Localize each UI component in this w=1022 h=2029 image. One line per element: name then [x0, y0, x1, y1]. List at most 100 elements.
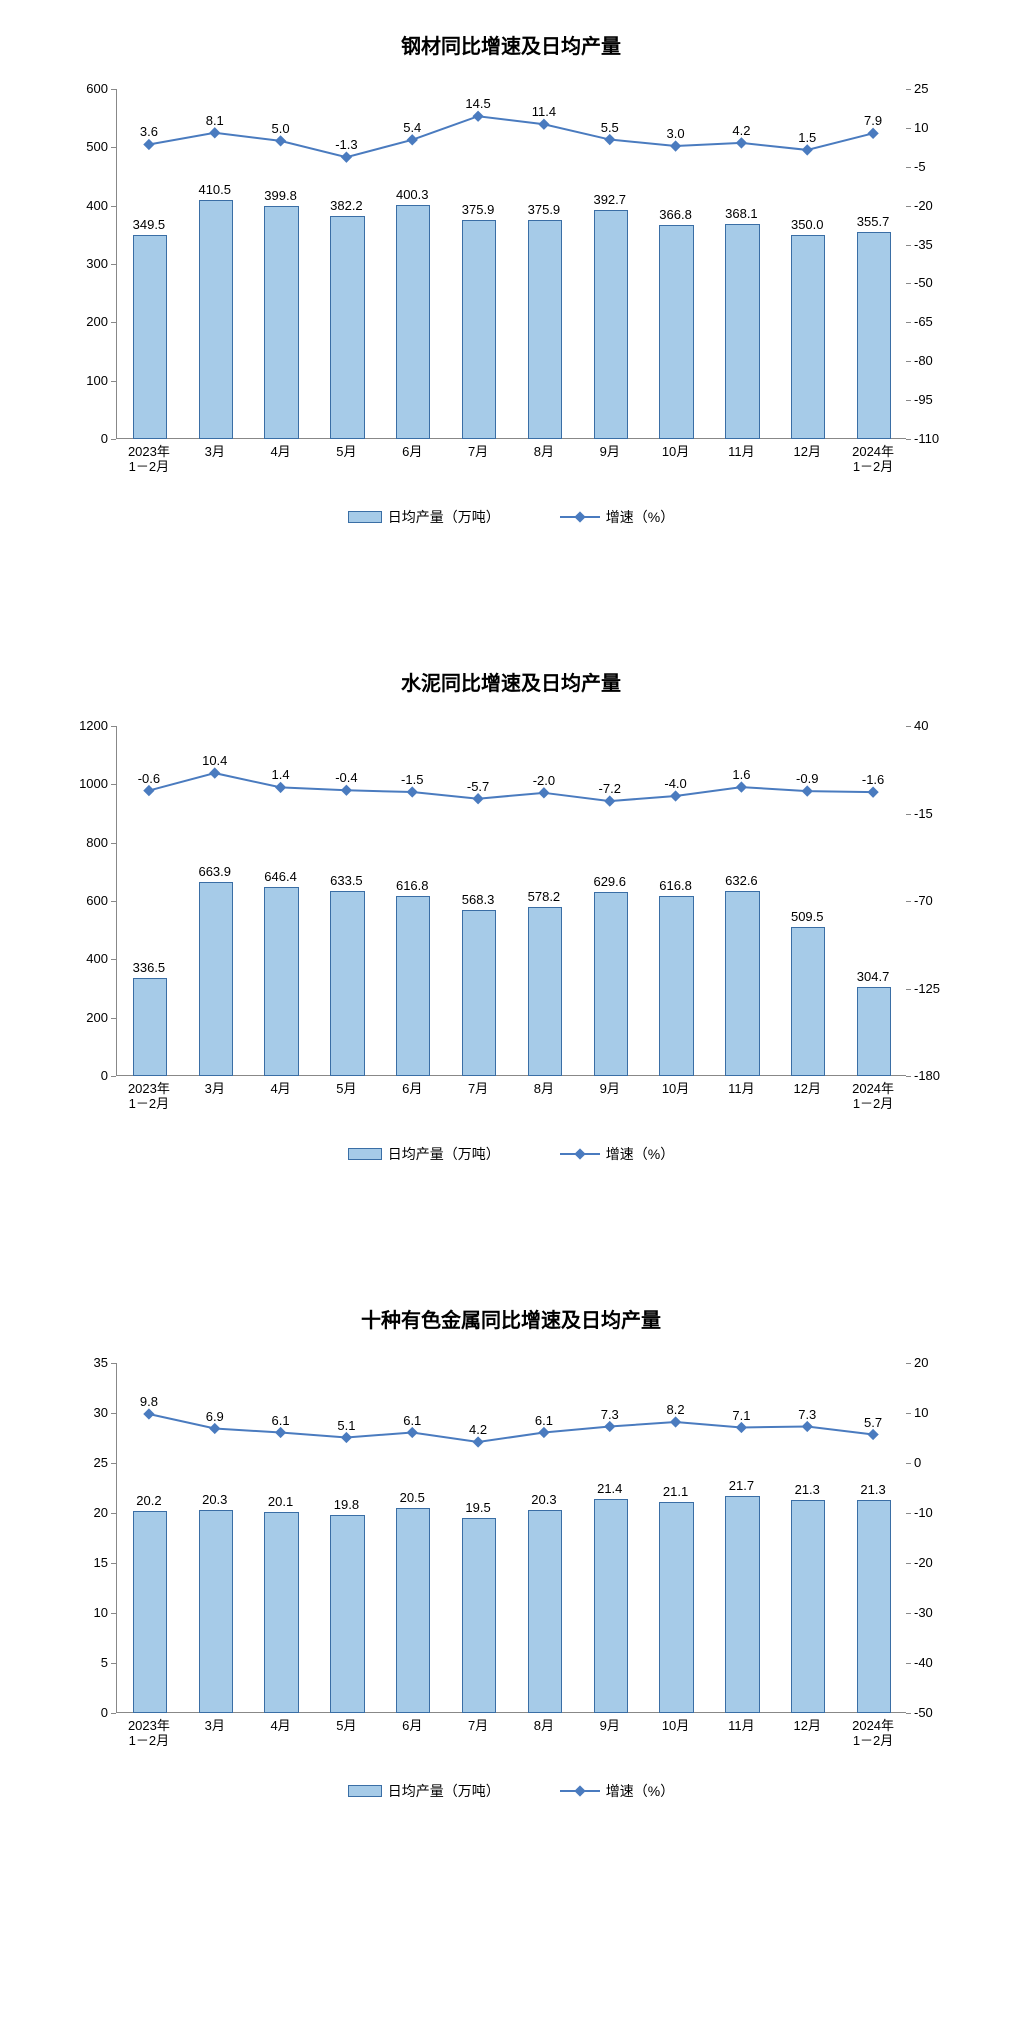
line-series — [116, 1363, 906, 1713]
y1-tick-label: 35 — [58, 1355, 108, 1370]
y2-tick-label: -30 — [914, 1605, 933, 1620]
x-category-label: 12月 — [774, 445, 840, 460]
legend-swatch-bar-icon — [348, 511, 382, 523]
y2-tick-label: -70 — [914, 893, 933, 908]
legend-item-line: 增速（%） — [560, 507, 674, 527]
y1-tick-label: 1200 — [58, 718, 108, 733]
legend-bar-label: 日均产量（万吨） — [388, 1781, 500, 1801]
y1-tick-label: 600 — [58, 81, 108, 96]
y2-tick-label: 25 — [914, 81, 928, 96]
y2-tick-label: -50 — [914, 1705, 933, 1720]
chart-title: 十种有色金属同比增速及日均产量 — [40, 1304, 982, 1333]
y2-tick-label: -10 — [914, 1505, 933, 1520]
x-category-label: 5月 — [314, 445, 380, 460]
y1-tick-label: 1000 — [58, 776, 108, 791]
legend-swatch-bar-icon — [348, 1148, 382, 1160]
chart-canvas: 0 100 200 300 400 500 600 -110 -95 -80 -65 -50 -35 -2… — [61, 79, 961, 499]
x-category-label: 6月 — [379, 1719, 445, 1734]
legend: 日均产量（万吨） 增速（%） — [40, 507, 982, 527]
x-category-label: 2024年 1－2月 — [840, 1719, 906, 1749]
legend-line-label: 增速（%） — [606, 1144, 674, 1164]
y2-tick-label: -125 — [914, 981, 940, 996]
y1-tick-label: 300 — [58, 256, 108, 271]
x-category-label: 2023年 1－2月 — [116, 1719, 182, 1749]
line-series — [116, 726, 906, 1076]
y2-tick-label: -110 — [914, 431, 939, 446]
x-category-label: 6月 — [379, 1082, 445, 1097]
x-category-label: 10月 — [643, 445, 709, 460]
x-category-label: 7月 — [445, 445, 511, 460]
legend-bar-label: 日均产量（万吨） — [388, 1144, 500, 1164]
y2-tick-label: -20 — [914, 1555, 933, 1570]
y1-tick-label: 200 — [58, 314, 108, 329]
legend: 日均产量（万吨） 增速（%） — [40, 1144, 982, 1164]
x-category-label: 3月 — [182, 1082, 248, 1097]
x-category-label: 2023年 1－2月 — [116, 445, 182, 475]
x-category-label: 11月 — [709, 1082, 775, 1097]
legend-item-bar: 日均产量（万吨） — [348, 1144, 500, 1164]
y1-tick-label: 10 — [58, 1605, 108, 1620]
x-category-label: 5月 — [314, 1082, 380, 1097]
x-category-label: 4月 — [248, 1719, 314, 1734]
chart-metals: 十种有色金属同比增速及日均产量05101520253035-50-40-30-2… — [40, 1304, 982, 1801]
x-category-label: 4月 — [248, 1082, 314, 1097]
legend-swatch-bar-icon — [348, 1785, 382, 1797]
y2-tick-label: -20 — [914, 198, 933, 213]
y2-tick-label: -80 — [914, 353, 933, 368]
x-category-label: 12月 — [774, 1719, 840, 1734]
legend-swatch-line-icon — [560, 1785, 600, 1797]
y2-tick-label: -95 — [914, 392, 933, 407]
y1-tick-label: 0 — [58, 431, 108, 446]
legend-bar-label: 日均产量（万吨） — [388, 507, 500, 527]
y2-tick-label: 0 — [914, 1455, 921, 1470]
y2-tick-label: -40 — [914, 1655, 933, 1670]
x-category-label: 9月 — [577, 1719, 643, 1734]
legend-line-label: 增速（%） — [606, 507, 674, 527]
line-series — [116, 89, 906, 439]
y1-tick-label: 0 — [58, 1705, 108, 1720]
chart-title: 水泥同比增速及日均产量 — [40, 667, 982, 696]
y1-tick-label: 200 — [58, 1010, 108, 1025]
y1-tick-label: 25 — [58, 1455, 108, 1470]
y2-tick-label: 40 — [914, 718, 928, 733]
x-category-label: 5月 — [314, 1719, 380, 1734]
x-category-label: 8月 — [511, 445, 577, 460]
x-category-label: 10月 — [643, 1719, 709, 1734]
y2-tick-label: -15 — [914, 806, 933, 821]
y2-tick-label: 20 — [914, 1355, 928, 1370]
y1-tick-label: 100 — [58, 373, 108, 388]
legend-swatch-line-icon — [560, 1148, 600, 1160]
y2-tick-label: -35 — [914, 237, 933, 252]
x-category-label: 2023年 1－2月 — [116, 1082, 182, 1112]
chart-steel: 钢材同比增速及日均产量 0 100 200 300 400 500 600 -110 -95 -80… — [40, 30, 982, 527]
x-category-label: 11月 — [709, 1719, 775, 1734]
x-category-label: 9月 — [577, 1082, 643, 1097]
y1-tick-label: 400 — [58, 951, 108, 966]
x-category-label: 8月 — [511, 1719, 577, 1734]
legend-swatch-line-icon — [560, 511, 600, 523]
y1-tick-label: 15 — [58, 1555, 108, 1570]
chart-canvas: 020040060080010001200-180-125-70-1540336… — [61, 716, 961, 1136]
y1-tick-label: 400 — [58, 198, 108, 213]
x-category-label: 7月 — [445, 1719, 511, 1734]
x-category-label: 11月 — [709, 445, 775, 460]
x-category-label: 12月 — [774, 1082, 840, 1097]
y1-tick-label: 0 — [58, 1068, 108, 1083]
chart-cement: 水泥同比增速及日均产量020040060080010001200-180-125… — [40, 667, 982, 1164]
x-category-label: 2024年 1－2月 — [840, 445, 906, 475]
y1-tick-label: 20 — [58, 1505, 108, 1520]
y2-tick-label: 10 — [914, 1405, 928, 1420]
y2-tick-label: -5 — [914, 159, 926, 174]
chart-canvas: 05101520253035-50-40-30-20-100102020.220… — [61, 1353, 961, 1773]
x-category-label: 9月 — [577, 445, 643, 460]
chart-title: 钢材同比增速及日均产量 — [40, 30, 982, 59]
y1-tick-label: 5 — [58, 1655, 108, 1670]
x-category-label: 2024年 1－2月 — [840, 1082, 906, 1112]
y2-tick-label: -50 — [914, 275, 933, 290]
legend-item-bar: 日均产量（万吨） — [348, 1781, 500, 1801]
y2-tick-label: -180 — [914, 1068, 940, 1083]
y2-tick-label: -65 — [914, 314, 933, 329]
y1-tick-label: 500 — [58, 139, 108, 154]
x-category-label: 7月 — [445, 1082, 511, 1097]
x-category-label: 6月 — [379, 445, 445, 460]
